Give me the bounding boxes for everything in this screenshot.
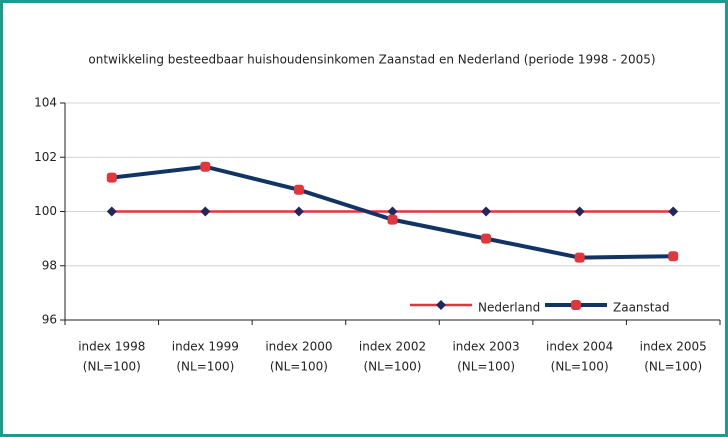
y-tick-label: 102 [34,150,57,164]
marker [436,300,446,310]
marker [574,252,585,263]
marker [106,206,117,217]
x-tick-label: (NL=100) [270,360,328,374]
y-tick-label: 100 [34,204,57,218]
marker [387,206,398,217]
marker [200,206,211,217]
marker [293,206,304,217]
marker [668,206,679,217]
y-tick-label: 96 [42,313,57,327]
x-tick-label: index 1998 [78,340,145,354]
x-tick-label: index 2004 [546,340,613,354]
marker [571,300,581,310]
legend-label: Nederland [478,301,540,315]
marker [481,233,492,244]
chart-title: ontwikkeling besteedbaar huishoudensinko… [88,53,655,67]
legend-label: Zaanstad [613,301,669,315]
x-tick-label: (NL=100) [83,360,141,374]
marker [387,214,398,225]
x-tick-label: (NL=100) [364,360,422,374]
marker [293,184,304,195]
x-tick-label: index 2005 [640,340,707,354]
x-tick-label: index 1999 [172,340,239,354]
x-tick-label: index 2002 [359,340,426,354]
x-tick-label: (NL=100) [176,360,234,374]
x-tick-label: (NL=100) [644,360,702,374]
marker [668,251,679,262]
marker [574,206,585,217]
marker [481,206,492,217]
marker [200,161,211,172]
x-tick-label: index 2000 [265,340,332,354]
marker [106,172,117,183]
x-tick-label: (NL=100) [551,360,609,374]
x-tick-label: index 2003 [452,340,519,354]
y-tick-label: 98 [42,258,57,272]
x-tick-label: (NL=100) [457,360,515,374]
y-tick-label: 104 [34,96,57,110]
